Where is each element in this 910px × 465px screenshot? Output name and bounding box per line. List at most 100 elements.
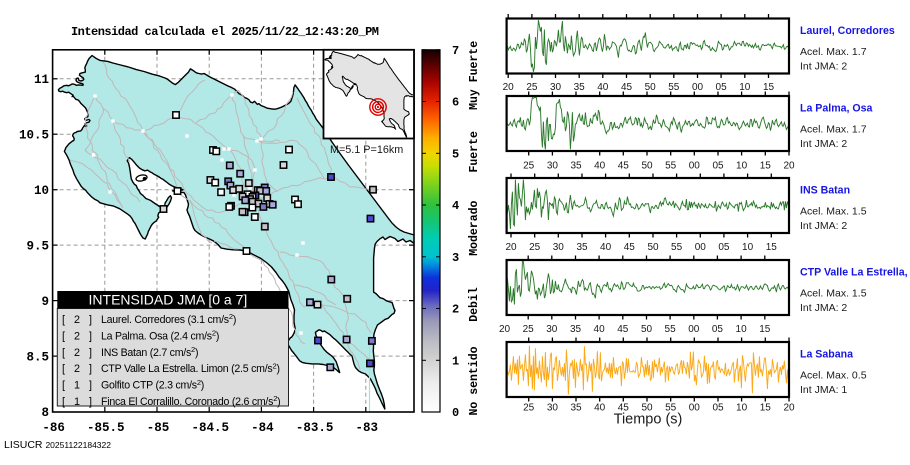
svg-text:Laurel, Corredores: Laurel, Corredores <box>800 25 895 37</box>
svg-text:Int JMA: 2: Int JMA: 2 <box>800 61 847 73</box>
svg-text:6: 6 <box>452 96 459 110</box>
svg-text:9.5: 9.5 <box>26 239 49 253</box>
svg-text:[ 1 ]: [ 1 ] <box>62 396 92 408</box>
svg-text:50: 50 <box>641 160 653 171</box>
svg-text:Finca El Corralillo. Coronado: Finca El Corralillo. Coronado (2.6 cm/s2… <box>101 394 280 408</box>
svg-text:0: 0 <box>452 406 459 420</box>
svg-text:11: 11 <box>34 73 49 87</box>
svg-text:45: 45 <box>618 402 630 413</box>
svg-text:10: 10 <box>736 402 748 413</box>
svg-text:25: 25 <box>523 402 535 413</box>
svg-text:Acel. Max. 1.7: Acel. Max. 1.7 <box>800 124 867 136</box>
svg-text:05: 05 <box>718 242 730 253</box>
svg-text:10.5: 10.5 <box>19 129 49 143</box>
svg-text:20: 20 <box>783 402 795 413</box>
svg-text:Acel. Max. 0.5: Acel. Max. 0.5 <box>800 370 867 382</box>
svg-text:Debil: Debil <box>468 287 481 322</box>
svg-text:-85.5: -85.5 <box>87 421 125 435</box>
svg-text:7: 7 <box>452 44 459 58</box>
svg-text:5: 5 <box>452 148 459 162</box>
svg-text:2: 2 <box>452 303 459 317</box>
svg-text:05: 05 <box>716 82 728 93</box>
svg-text:15: 15 <box>760 402 772 413</box>
svg-text:50: 50 <box>641 402 653 413</box>
svg-text:[ 1 ]: [ 1 ] <box>62 380 92 392</box>
svg-text:05: 05 <box>712 402 724 413</box>
svg-text:INS Batan (2.7 cm/s2): INS Batan (2.7 cm/s2) <box>101 345 198 359</box>
svg-text:05: 05 <box>712 160 724 171</box>
svg-text:La Palma. Osa (2.4 cm/s2): La Palma. Osa (2.4 cm/s2) <box>101 329 219 343</box>
svg-text:35: 35 <box>570 160 582 171</box>
svg-text:25: 25 <box>523 160 535 171</box>
svg-text:15: 15 <box>760 160 772 171</box>
svg-text:35: 35 <box>576 242 588 253</box>
svg-text:-83.5: -83.5 <box>296 421 334 435</box>
svg-text:45: 45 <box>624 242 636 253</box>
svg-text:20: 20 <box>505 242 517 253</box>
svg-text:Tiempo (s): Tiempo (s) <box>614 412 683 428</box>
svg-text:La Palma, Osa: La Palma, Osa <box>800 103 873 115</box>
svg-text:Acel. Max. 1.7: Acel. Max. 1.7 <box>800 46 867 58</box>
svg-text:[ 2 ]: [ 2 ] <box>62 314 92 326</box>
svg-text:Acel. Max. 1.5: Acel. Max. 1.5 <box>800 288 867 300</box>
svg-text:10: 10 <box>736 160 748 171</box>
svg-text:Int JMA: 1: Int JMA: 1 <box>800 384 847 396</box>
svg-text:55: 55 <box>665 324 677 335</box>
svg-text:35: 35 <box>570 324 582 335</box>
svg-text:55: 55 <box>668 82 680 93</box>
svg-text:-84: -84 <box>251 421 274 435</box>
svg-text:10: 10 <box>742 242 754 253</box>
svg-text:30: 30 <box>553 242 565 253</box>
svg-text:40: 40 <box>594 160 606 171</box>
svg-text:30: 30 <box>547 160 559 171</box>
svg-text:8.5: 8.5 <box>26 350 49 364</box>
svg-text:Muy Fuerte: Muy Fuerte <box>468 41 481 110</box>
svg-text:00: 00 <box>689 160 701 171</box>
svg-text:15: 15 <box>759 324 771 335</box>
svg-text:CTP Valle La Estrella. Limon (: CTP Valle La Estrella. Limon (2.5 cm/s2) <box>101 361 280 375</box>
svg-text:20: 20 <box>499 324 511 335</box>
svg-text:CTP Valle La Estrella, L: CTP Valle La Estrella, L <box>800 267 910 279</box>
svg-text:9: 9 <box>41 295 49 309</box>
svg-text:-83: -83 <box>356 421 379 435</box>
svg-text:Golfito CTP (2.3 cm/s2): Golfito CTP (2.3 cm/s2) <box>101 378 204 392</box>
svg-text:45: 45 <box>617 324 629 335</box>
svg-text:40: 40 <box>594 402 606 413</box>
svg-text:00: 00 <box>688 324 700 335</box>
svg-text:00: 00 <box>689 402 701 413</box>
svg-text:[ 2 ]: [ 2 ] <box>62 330 92 342</box>
svg-text:20: 20 <box>503 82 515 93</box>
svg-text:Moderado: Moderado <box>468 201 481 256</box>
svg-text:40: 40 <box>594 324 606 335</box>
svg-text:55: 55 <box>665 402 677 413</box>
svg-text:00: 00 <box>695 242 707 253</box>
svg-text:Laurel. Corredores (3.1 cm/s2): Laurel. Corredores (3.1 cm/s2) <box>101 312 236 326</box>
svg-text:55: 55 <box>671 242 683 253</box>
svg-text:LISUCR 20251122184322: LISUCR 20251122184322 <box>4 439 111 451</box>
svg-text:50: 50 <box>641 324 653 335</box>
svg-text:25: 25 <box>529 242 541 253</box>
svg-text:35: 35 <box>574 82 586 93</box>
svg-text:30: 30 <box>547 402 559 413</box>
svg-text:INS Batan: INS Batan <box>800 185 850 197</box>
svg-text:00: 00 <box>692 82 704 93</box>
svg-text:M=5.1 P=16km: M=5.1 P=16km <box>330 144 403 156</box>
svg-text:25: 25 <box>523 324 535 335</box>
svg-text:[ 2 ]: [ 2 ] <box>62 363 92 375</box>
svg-text:4: 4 <box>452 199 459 213</box>
svg-text:INTENSIDAD JMA [0 a 7]: INTENSIDAD JMA [0 a 7] <box>89 292 248 308</box>
svg-text:La Sabana: La Sabana <box>800 349 853 361</box>
svg-text:-84.5: -84.5 <box>191 421 229 435</box>
svg-text:15: 15 <box>766 242 778 253</box>
svg-text:Int JMA: 2: Int JMA: 2 <box>800 302 847 314</box>
svg-text:20: 20 <box>783 160 795 171</box>
svg-text:55: 55 <box>665 160 677 171</box>
svg-text:3: 3 <box>452 251 459 265</box>
svg-text:45: 45 <box>621 82 633 93</box>
svg-text:-86: -86 <box>42 421 65 435</box>
svg-text:40: 40 <box>597 82 609 93</box>
svg-text:15: 15 <box>763 82 775 93</box>
svg-text:Int JMA: 2: Int JMA: 2 <box>800 220 847 232</box>
svg-text:8: 8 <box>41 406 49 420</box>
svg-text:-85: -85 <box>147 421 170 435</box>
